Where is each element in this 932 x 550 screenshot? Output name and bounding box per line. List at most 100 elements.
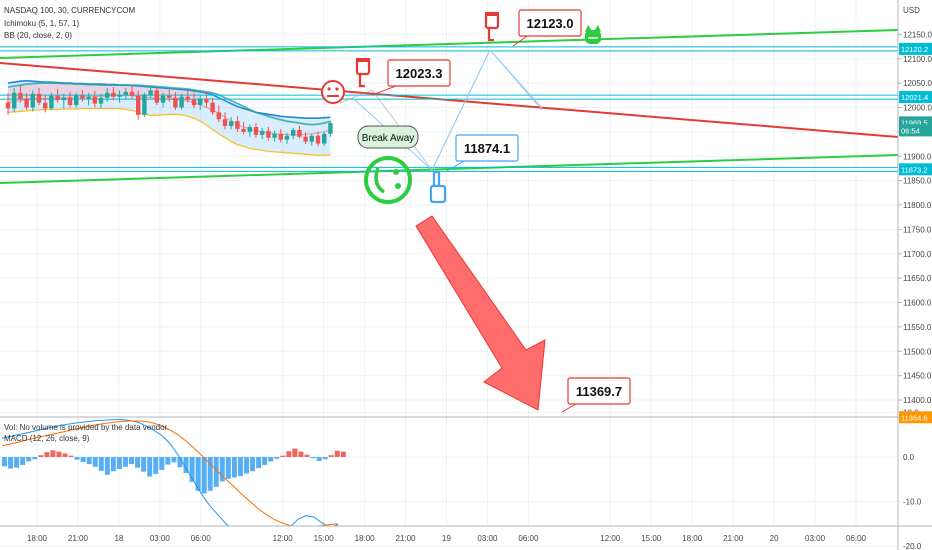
macd-histogram-bar <box>316 457 322 462</box>
macd-histogram-bar <box>231 457 237 478</box>
macd-histogram-bar <box>32 457 38 460</box>
candle-body <box>18 92 23 99</box>
candle-body <box>74 95 79 106</box>
big-down-arrow-icon <box>415 215 546 411</box>
candle-body <box>43 102 48 109</box>
macd-pane <box>1 419 346 526</box>
callout-box <box>567 377 631 405</box>
macd-histogram-bar <box>262 457 268 466</box>
time-tick-label: 18:00 <box>682 534 703 543</box>
candle-body <box>328 123 333 134</box>
macd-histogram-bar <box>171 457 177 463</box>
candle-body <box>191 99 197 106</box>
price-tag <box>899 42 932 55</box>
price-tick-label: 12100.0 <box>903 55 932 64</box>
macd-histogram-bar <box>304 454 310 457</box>
candle-body <box>266 130 271 138</box>
macd-histogram-bar <box>195 457 201 491</box>
macd-histogram-bar <box>129 457 135 465</box>
green-face-icon <box>585 25 601 44</box>
legend-volume: Vol: No volume is provided by the data v… <box>4 423 169 432</box>
price-tick-label: 11500.0 <box>903 347 932 356</box>
break-away-bubble <box>357 125 419 149</box>
macd-histogram-bar <box>213 457 219 487</box>
time-tick-label: 15:00 <box>641 534 662 543</box>
time-tick-label: 06:00 <box>191 534 212 543</box>
price-tag-label: 11364.6 <box>901 413 928 422</box>
macd-histogram-bar <box>298 451 304 457</box>
time-tick-label: 12:00 <box>600 534 621 543</box>
candle-body <box>105 92 110 98</box>
macd-histogram-bar <box>14 457 20 468</box>
candle-body <box>92 96 97 104</box>
candle-body <box>284 135 290 140</box>
price-tick-label: 11850.0 <box>903 177 932 186</box>
macd-histogram-bar <box>74 457 80 460</box>
candle-body <box>198 98 203 106</box>
macd-histogram-bar <box>20 457 26 466</box>
thumbs-up-icon <box>429 170 447 204</box>
lower-channel-line <box>0 154 898 184</box>
currency-label: USD <box>903 6 920 15</box>
macd-histogram-bar <box>328 455 334 457</box>
macd-histogram-bar <box>280 455 286 457</box>
macd-histogram-bar <box>44 452 50 457</box>
callout-box <box>518 9 582 37</box>
time-tick-label: 06:00 <box>846 534 867 543</box>
price-tick-label: 11700.0 <box>903 250 932 259</box>
downtrend-line <box>0 62 898 138</box>
candle-body <box>204 98 209 103</box>
macd-histogram-bar <box>183 457 189 474</box>
candle-body <box>36 93 42 103</box>
candle-body <box>179 96 184 108</box>
macd-histogram-bar <box>123 457 128 467</box>
candle-body <box>5 102 11 109</box>
candle-body <box>136 95 141 115</box>
macd-histogram-bar <box>334 450 340 457</box>
macd-histogram-bar <box>219 457 225 482</box>
macd-line <box>1 419 339 526</box>
candle-body <box>278 133 283 140</box>
price-tag <box>899 91 932 104</box>
candle-body <box>142 95 147 115</box>
macd-histogram-bar <box>286 451 292 457</box>
candle-body <box>67 97 73 106</box>
callout-label: 11874.1 <box>464 141 510 156</box>
macd-histogram-bar <box>310 457 316 459</box>
ichimoku-cloud-bear <box>8 83 201 105</box>
macd-histogram-bar <box>177 457 183 468</box>
candle-body <box>222 119 228 127</box>
candle-body <box>260 130 265 135</box>
candlestick-series <box>5 85 333 147</box>
price-tick-label: 11450.0 <box>903 372 932 381</box>
callout-label: 12123.0 <box>527 16 574 31</box>
candle-body <box>309 135 314 142</box>
time-tick-label: 21:00 <box>396 534 417 543</box>
price-tick-label: 12150.0 <box>903 30 932 39</box>
macd-histogram-bar <box>86 457 92 465</box>
macd-histogram-bar <box>147 457 153 477</box>
time-tick-label: 18:00 <box>355 534 376 543</box>
macd-histogram-bar <box>201 457 207 494</box>
price-tag-label: 12120.2 <box>901 45 928 54</box>
candle-body <box>12 92 17 109</box>
time-tick-label: 03:00 <box>477 534 498 543</box>
callout-label: 12023.3 <box>396 66 443 81</box>
macd-histogram-bar <box>116 457 122 470</box>
time-tick-label: 03:00 <box>150 534 171 543</box>
time-tick-label: 19 <box>442 534 451 543</box>
macd-histogram-bar <box>268 457 274 462</box>
price-tag <box>899 411 932 424</box>
macd-histogram-bar <box>135 457 141 468</box>
macd-histogram-bar <box>292 448 298 457</box>
macd-histogram-bar <box>141 457 147 472</box>
candle-body <box>129 91 135 96</box>
candle-body <box>160 95 166 103</box>
price-tag-label: 06:54 <box>901 126 920 135</box>
price-tick-label: 12000.0 <box>903 104 932 113</box>
legend-macd: MACD (12, 26, close, 9) <box>4 434 90 443</box>
time-tick-label: 03:00 <box>805 534 826 543</box>
candle-body <box>55 95 60 101</box>
